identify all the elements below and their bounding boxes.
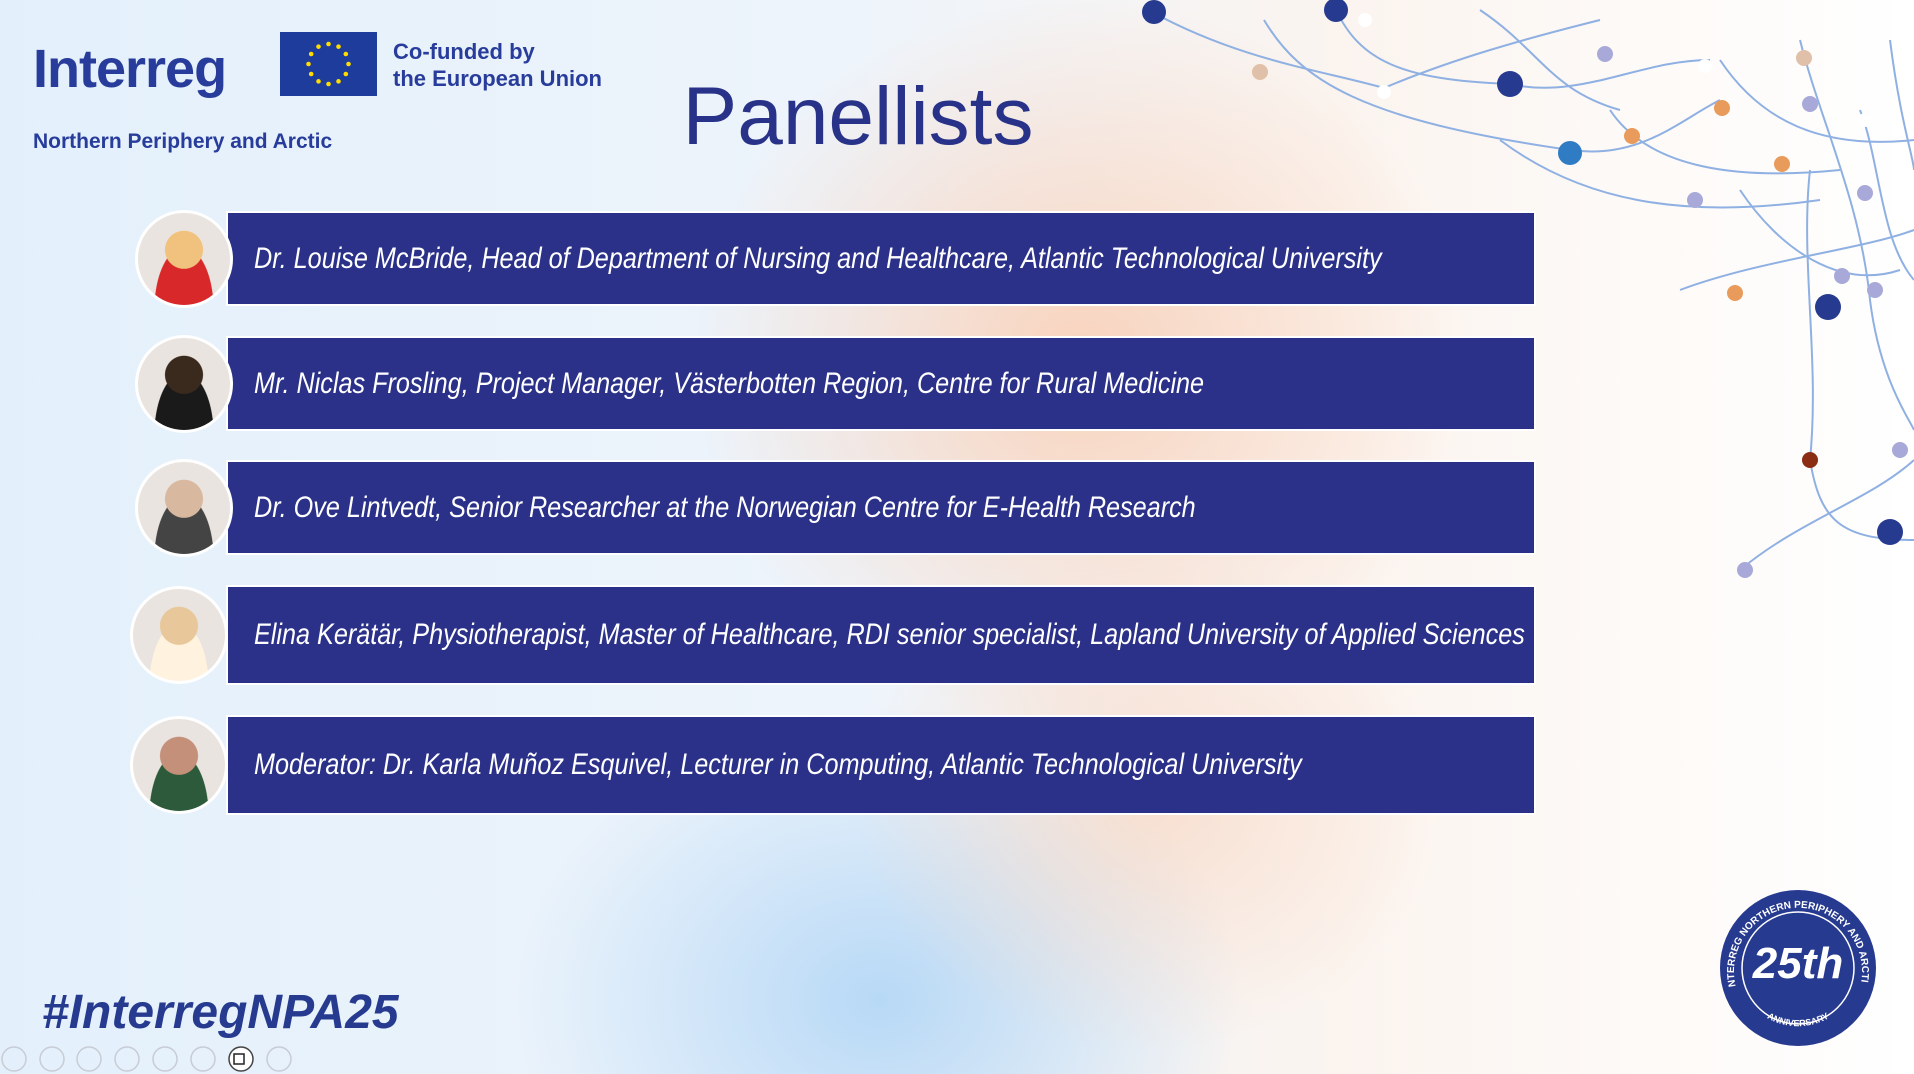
cofunded-line: the European Union	[393, 66, 602, 91]
cofunded-text: Co-funded by the European Union	[393, 38, 602, 92]
flag-star	[326, 81, 331, 87]
panellist-photo	[135, 334, 233, 433]
panellist-bar: Mr. Niclas Frosling, Project Manager, Vä…	[226, 336, 1536, 431]
panellist-text: Dr. Louise McBride, Head of Department o…	[254, 241, 1382, 275]
logo-text: Interreg	[33, 39, 227, 99]
panellist-photo	[130, 586, 228, 684]
panellist-photo	[135, 458, 233, 557]
slide-title: Panellists	[682, 71, 1034, 162]
flag-star	[343, 71, 349, 77]
flag-star	[316, 79, 321, 84]
panellist-bar: Dr. Louise McBride, Head of Department o…	[226, 211, 1536, 306]
network-decoration	[1142, 0, 1914, 578]
flag-star	[343, 51, 349, 57]
flag-star	[336, 79, 341, 84]
flag-star	[308, 71, 314, 77]
flag-star	[316, 44, 321, 49]
panellist-bar: Dr. Ove Lintvedt, Senior Researcher at t…	[226, 460, 1536, 555]
flag-star	[308, 51, 314, 57]
presenter-toolbar	[1, 1046, 292, 1072]
panellist-bar: Elina Kerätär, Physiotherapist, Master o…	[226, 585, 1536, 685]
programme-name: Northern Periphery and Arctic	[33, 130, 333, 153]
flag-star	[336, 44, 341, 49]
panellist-text: Elina Kerätär, Physiotherapist, Master o…	[254, 618, 1525, 651]
hashtag: #InterregNPA25	[42, 986, 399, 1039]
anniversary-badge: INTERREG NORTHERN PERIPHERY AND ARCTIC A…	[1718, 888, 1876, 1046]
panellist-text: Mr. Niclas Frosling, Project Manager, Vä…	[254, 366, 1205, 400]
flag-star	[346, 61, 351, 67]
panellist-photo	[130, 716, 228, 814]
panellist-photo	[135, 209, 233, 308]
panellist-text: Moderator: Dr. Karla Muñoz Esquivel, Lec…	[254, 748, 1302, 781]
panellist-bar: Moderator: Dr. Karla Muñoz Esquivel, Lec…	[226, 715, 1536, 815]
panellist-text: Dr. Ove Lintvedt, Senior Researcher at t…	[254, 490, 1196, 524]
badge-number: 25th	[1752, 939, 1843, 988]
flag-star	[306, 61, 311, 67]
flag-star	[326, 41, 331, 47]
cofunded-line: Co-funded by	[393, 39, 535, 64]
eu-flag	[280, 32, 377, 96]
